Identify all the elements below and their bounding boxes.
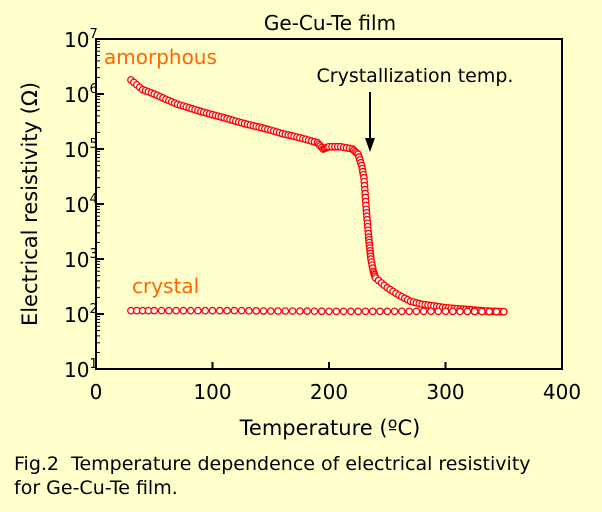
data-point-crystal [208, 306, 217, 315]
data-point-crystal [186, 306, 195, 315]
series-label-crystal: crystal [132, 274, 199, 298]
data-point-crystal [288, 307, 297, 315]
data-point-crystal [245, 306, 253, 315]
data-point-crystal [179, 306, 188, 315]
chart: Ge-Cu-Te film 0 100 200 300 400 101 102 103 104… [18, 11, 581, 440]
y-tick-label: 101 [64, 357, 98, 382]
data-point-crystal [332, 307, 341, 316]
y-axis: 101 102 103 104 105 106 107 [64, 27, 104, 382]
annotation-crystallization-temp: Crystallization temp. [317, 65, 514, 87]
chart-title: Ge-Cu-Te film [264, 11, 396, 35]
x-tick-label: 200 [310, 380, 348, 404]
data-point-crystal [478, 307, 486, 316]
data-point-crystal [237, 306, 246, 315]
data-point-crystal [441, 307, 450, 316]
data-point-crystal [215, 306, 224, 315]
data-point-crystal [376, 307, 384, 316]
data-point-crystal [325, 307, 333, 316]
figure-caption: Fig.2 Temperature dependence of electric… [14, 453, 531, 499]
y-tick-label: 104 [64, 192, 98, 217]
y-tick-label: 105 [64, 137, 98, 162]
data-point-crystal [405, 307, 413, 316]
data-point-crystal [172, 306, 180, 315]
data-point-crystal [368, 307, 377, 316]
data-point-crystal [303, 307, 312, 315]
y-tick-label: 107 [64, 27, 98, 52]
data-point-crystal [456, 307, 464, 316]
plot-area [95, 38, 563, 370]
data-point-crystal [390, 307, 399, 316]
data-point-crystal [434, 307, 443, 316]
series-label-amorphous: amorphous [104, 45, 217, 69]
data-point-crystal [361, 307, 370, 316]
data-point-crystal [448, 307, 457, 316]
data-point-crystal [281, 307, 290, 315]
y-tick-label: 103 [64, 247, 98, 272]
data-point-crystal [201, 306, 210, 315]
data-point-crystal [194, 306, 202, 315]
data-point-crystal [259, 307, 268, 315]
data-point-crystal [485, 307, 494, 316]
data-point-crystal [230, 306, 239, 315]
data-point-crystal [274, 307, 282, 315]
annotation-arrow-head [365, 138, 375, 152]
data-point-crystal [346, 307, 355, 316]
data-point-crystal [463, 307, 472, 316]
data-point-crystal [412, 307, 421, 316]
data-point-crystal [470, 307, 479, 316]
data-points [127, 76, 508, 316]
x-axis-label: Temperature (ºC) [239, 416, 421, 440]
x-tick-label: 400 [543, 380, 581, 404]
data-point-crystal [492, 307, 501, 316]
x-tick-label: 0 [90, 380, 103, 404]
data-point-crystal [266, 307, 275, 315]
data-point-crystal [157, 306, 166, 315]
y-axis-label: Electrical resistivity (Ω) [18, 82, 42, 326]
data-point-crystal [427, 307, 435, 316]
data-point-crystal [419, 307, 428, 316]
data-point-crystal [383, 307, 392, 316]
data-point-crystal [296, 307, 304, 315]
data-point-crystal [339, 307, 348, 316]
data-point-crystal [164, 306, 173, 315]
data-point-crystal [397, 307, 406, 316]
x-axis: 0 100 200 300 400 [90, 362, 581, 404]
data-point-crystal [317, 307, 326, 316]
data-point-crystal [223, 306, 231, 315]
data-point-crystal [354, 307, 362, 316]
data-point-crystal [499, 307, 508, 316]
data-point-crystal [150, 306, 159, 315]
data-point-crystal [310, 307, 319, 316]
y-tick-label: 102 [64, 302, 98, 327]
x-tick-label: 100 [193, 380, 231, 404]
y-tick-label: 106 [64, 82, 98, 107]
x-tick-label: 300 [426, 380, 464, 404]
data-point-crystal [252, 307, 261, 315]
